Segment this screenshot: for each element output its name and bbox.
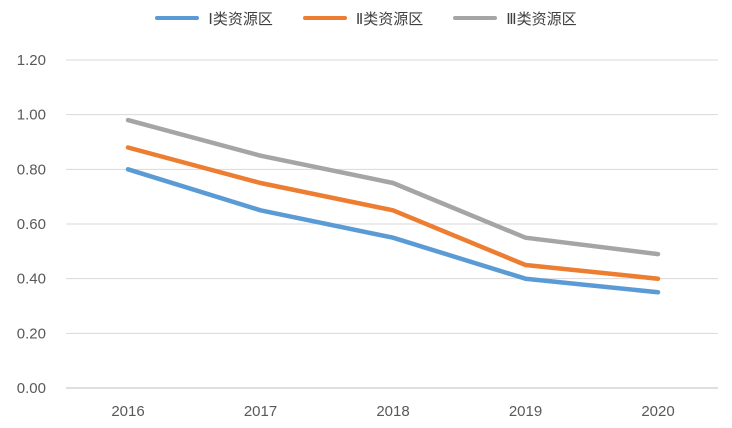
x-tick-label: 2018 [376, 403, 409, 420]
legend-label: Ⅲ类资源区 [506, 10, 577, 28]
x-tick-label: 2019 [509, 403, 542, 420]
y-tick-label: 0.00 [17, 380, 46, 397]
legend-item-3: Ⅲ类资源区 [453, 8, 577, 29]
legend-label: Ⅱ类资源区 [355, 10, 424, 28]
x-tick-label: 2020 [641, 403, 674, 420]
legend-item-1: Ⅰ类资源区 [155, 8, 273, 29]
legend-item-2: Ⅱ类资源区 [302, 8, 424, 29]
series-line-1 [125, 167, 661, 295]
y-tick-label: 0.40 [17, 271, 46, 288]
y-tick-label: 1.20 [17, 52, 46, 69]
legend-line-swatch [302, 16, 347, 20]
legend-line-swatch [155, 16, 200, 20]
legend-line-swatch [453, 16, 498, 20]
x-tick-label: 2017 [244, 403, 277, 420]
series-line-2 [125, 145, 661, 281]
y-tick-label: 0.80 [17, 161, 46, 178]
y-tick-label: 0.20 [17, 325, 46, 342]
x-tick-label: 2016 [111, 403, 144, 420]
legend-label: Ⅰ类资源区 [208, 10, 273, 28]
series-line-3 [125, 117, 661, 257]
y-tick-label: 1.00 [17, 107, 46, 124]
y-tick-label: 0.60 [17, 216, 46, 233]
chart-legend: Ⅰ类资源区 Ⅱ类资源区 Ⅲ类资源区 [0, 6, 732, 30]
